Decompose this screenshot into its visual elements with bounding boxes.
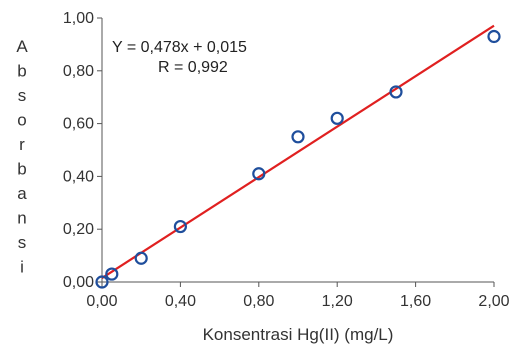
y-tick-label: 0,60 [63, 116, 94, 133]
y-tick-label: 0,00 [63, 274, 94, 291]
y-axis-title-letter: r [19, 135, 25, 154]
y-axis-title-letter: i [20, 258, 24, 277]
y-axis-title-letter: b [17, 160, 26, 179]
data-point [291, 130, 305, 144]
y-axis-title-letter: A [16, 37, 28, 56]
x-tick-label: 0,00 [86, 293, 117, 310]
y-tick-label: 1,00 [63, 10, 94, 27]
data-point [330, 111, 344, 125]
x-tick-label: 2,00 [478, 293, 509, 310]
plot-area: 0,00 0,20 0,40 0,60 0,80 1,00 0,00 0,40 0,80 1,20… [63, 10, 510, 310]
trendline [101, 24, 495, 279]
y-tick-label: 0,20 [63, 221, 94, 238]
x-tick-label: 1,60 [400, 293, 431, 310]
regression-equation: Y = 0,478x + 0,015 [112, 39, 247, 56]
y-axis-title-letter: s [18, 86, 27, 105]
y-axis-title-letter: a [17, 184, 27, 203]
x-tick-label: 0,80 [243, 293, 274, 310]
data-point [389, 85, 403, 99]
correlation-coefficient: R = 0,992 [158, 59, 228, 76]
data-point [252, 167, 266, 181]
y-axis-title-letter: o [17, 111, 26, 130]
data-point [105, 267, 119, 281]
x-axis-title: Konsentrasi Hg(II) (mg/L) [203, 325, 394, 344]
x-tick-label: 1,20 [322, 293, 353, 310]
y-tick-label: 0,80 [63, 63, 94, 80]
y-axis-title-letter: b [17, 62, 26, 81]
x-tick-label: 0,40 [165, 293, 196, 310]
y-axis-title-letter: n [17, 209, 26, 228]
data-point [487, 29, 501, 44]
y-tick-label: 0,40 [63, 168, 94, 185]
data-point [134, 251, 148, 265]
data-point [95, 275, 109, 289]
data-point [173, 219, 187, 234]
y-axis-title-letter: s [18, 233, 27, 252]
